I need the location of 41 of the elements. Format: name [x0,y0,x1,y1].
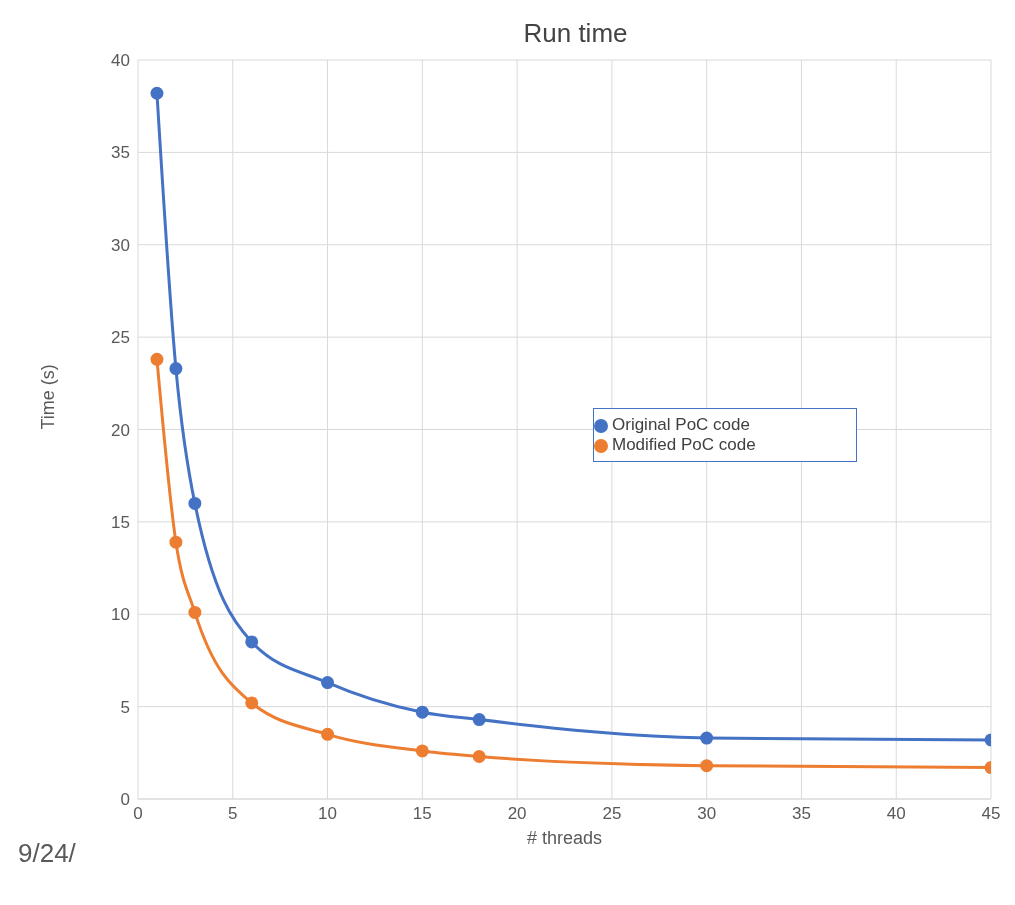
point [700,759,714,773]
point [415,744,429,758]
y-tick-label: 0 [120,790,130,810]
x-tick-label: 0 [133,804,143,824]
point [169,535,183,549]
point [245,635,259,649]
y-axis-title: Time (s) [38,364,59,430]
x-tick-label: 15 [412,804,432,824]
y-tick-label: 30 [111,235,130,255]
y-tick-label: 35 [111,143,130,163]
point [150,86,164,100]
point [245,696,259,710]
point [472,713,486,727]
legend-label: Modified PoC code [612,435,756,454]
x-axis-title: # threads [526,828,603,848]
point [150,352,164,366]
point [321,727,335,741]
x-tick-label: 25 [602,804,622,824]
text: 9/24/ [18,838,76,869]
x-tick-label: 45 [981,804,1001,824]
y-tick-label: 20 [111,420,130,440]
point [415,705,429,719]
x-tick-label: 10 [318,804,338,824]
point [321,676,335,690]
point [188,605,202,619]
y-tick-label: 15 [111,512,130,532]
point [169,362,183,376]
point [472,750,486,764]
chart-title: Run time [522,18,629,49]
point [700,731,714,745]
point [188,496,202,510]
x-tick-label: 30 [697,804,717,824]
x-tick-label: 40 [886,804,906,824]
y-tick-label: 40 [111,51,130,71]
x-tick-label: 20 [507,804,527,824]
y-tick-label: 10 [111,605,130,625]
legend-label: Original PoC code [612,415,750,434]
x-tick-label: 5 [228,804,238,824]
y-tick-label: 5 [120,697,130,717]
y-tick-label: 25 [111,328,130,348]
x-tick-label: 35 [791,804,811,824]
